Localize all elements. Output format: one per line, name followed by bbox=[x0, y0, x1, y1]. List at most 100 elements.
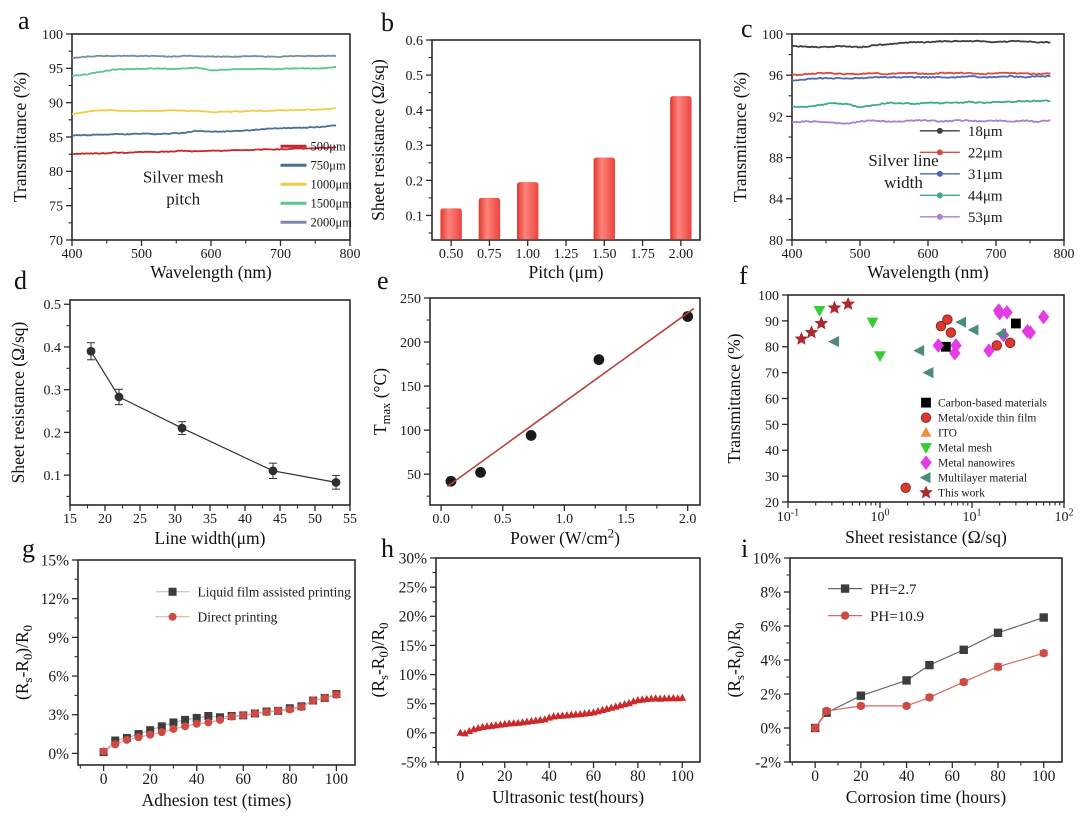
svg-text:0.1: 0.1 bbox=[406, 209, 424, 224]
panel-g-series bbox=[99, 690, 341, 757]
svg-text:80: 80 bbox=[630, 768, 646, 785]
panel-a-legend: 500μm 750μm 1000μm 1500μm 2000μm bbox=[280, 140, 353, 230]
panel-c-series bbox=[791, 39, 1051, 125]
svg-text:45: 45 bbox=[273, 512, 287, 527]
svg-text:0.5: 0.5 bbox=[406, 69, 424, 84]
svg-text:-5%: -5% bbox=[401, 754, 427, 771]
svg-text:ITO: ITO bbox=[938, 428, 957, 440]
svg-text:Ultrasonic test(hours): Ultrasonic test(hours) bbox=[492, 787, 644, 807]
svg-text:30: 30 bbox=[765, 470, 779, 485]
svg-text:25: 25 bbox=[133, 512, 147, 527]
svg-text:75: 75 bbox=[49, 200, 63, 215]
panel-letter-e: e bbox=[377, 266, 389, 295]
svg-text:width: width bbox=[884, 173, 923, 192]
svg-text:84: 84 bbox=[769, 193, 783, 208]
svg-text:88: 88 bbox=[769, 152, 783, 167]
svg-text:0.2: 0.2 bbox=[44, 426, 62, 441]
svg-text:0.2: 0.2 bbox=[406, 174, 424, 189]
svg-text:600: 600 bbox=[918, 247, 939, 262]
svg-text:70: 70 bbox=[765, 367, 779, 382]
svg-text:100: 100 bbox=[1032, 768, 1056, 785]
panel-e-axes: 0.0 0.5 1.0 1.5 2.0 50 100 150 200 250 Power (W/cm… bbox=[370, 292, 696, 548]
svg-text:15%: 15% bbox=[399, 638, 428, 655]
panel-c-legend: 18μm 22μm 31μm 44μm 53μm bbox=[919, 124, 1003, 226]
svg-text:700: 700 bbox=[270, 247, 291, 262]
svg-text:400: 400 bbox=[62, 247, 83, 262]
svg-text:500: 500 bbox=[131, 247, 152, 262]
svg-text:40: 40 bbox=[765, 444, 779, 459]
svg-text:80: 80 bbox=[282, 771, 298, 788]
svg-text:0: 0 bbox=[100, 771, 108, 788]
svg-text:44μm: 44μm bbox=[968, 189, 1003, 205]
panel-d-axes: 15 20 25 30 35 40 45 50 55 0.1 0.2 0.3 0.4 0.5 Line wi… bbox=[8, 298, 357, 548]
svg-text:Liquid film assisted printing: Liquid film assisted printing bbox=[198, 585, 352, 600]
panel-f-axes: 10-1 100 101 102 20 30 40 50 60 70 80 90 100 Sheet re… bbox=[724, 289, 1074, 547]
svg-text:Metal/oxide thin film: Metal/oxide thin film bbox=[938, 413, 1036, 425]
svg-text:31μm: 31μm bbox=[968, 167, 1003, 183]
svg-text:Silver line: Silver line bbox=[868, 151, 938, 170]
svg-text:2.0: 2.0 bbox=[679, 512, 697, 527]
svg-text:20: 20 bbox=[142, 771, 158, 788]
svg-text:0.6: 0.6 bbox=[406, 34, 424, 49]
svg-text:500: 500 bbox=[850, 247, 871, 262]
panel-c-chart: 400 500 600 700 800 80 84 88 92 96 100 Wavelength (… bbox=[730, 28, 1075, 282]
panel-letter-i: i bbox=[741, 534, 749, 563]
svg-text:1.5: 1.5 bbox=[617, 512, 635, 527]
panel-e-chart: 0.0 0.5 1.0 1.5 2.0 50 100 150 200 250 Power (W/cm… bbox=[370, 292, 701, 548]
svg-text:85: 85 bbox=[49, 131, 63, 146]
panel-letter-d: d bbox=[14, 266, 27, 295]
svg-text:100: 100 bbox=[400, 424, 421, 439]
svg-text:60: 60 bbox=[945, 768, 961, 785]
svg-text:35: 35 bbox=[203, 512, 217, 527]
panel-b-series bbox=[440, 96, 692, 240]
svg-text:0.1: 0.1 bbox=[44, 469, 62, 484]
svg-text:1.50: 1.50 bbox=[592, 247, 617, 262]
svg-text:80: 80 bbox=[49, 165, 63, 180]
svg-text:0.75: 0.75 bbox=[477, 247, 502, 262]
svg-text:30: 30 bbox=[168, 512, 182, 527]
svg-text:10%: 10% bbox=[753, 550, 782, 567]
svg-text:Pitch (μm): Pitch (μm) bbox=[529, 262, 604, 282]
svg-text:1.0: 1.0 bbox=[556, 512, 574, 527]
svg-text:95: 95 bbox=[49, 62, 63, 77]
svg-text:40: 40 bbox=[541, 768, 557, 785]
panel-d-series bbox=[86, 342, 341, 490]
svg-text:55: 55 bbox=[343, 512, 357, 527]
svg-text:60: 60 bbox=[236, 771, 252, 788]
svg-text:22μm: 22μm bbox=[968, 146, 1003, 162]
panel-letter-h: h bbox=[381, 534, 394, 563]
svg-text:0.5: 0.5 bbox=[44, 298, 62, 313]
svg-text:Direct printing: Direct printing bbox=[198, 610, 278, 625]
svg-text:0.3: 0.3 bbox=[406, 139, 424, 154]
svg-text:Transmittance (%): Transmittance (%) bbox=[730, 72, 750, 202]
svg-text:50: 50 bbox=[765, 418, 779, 433]
svg-text:1000μm: 1000μm bbox=[311, 178, 353, 192]
svg-text:9%: 9% bbox=[48, 630, 69, 647]
svg-text:15: 15 bbox=[63, 512, 77, 527]
svg-text:500μm: 500μm bbox=[311, 140, 346, 154]
svg-text:90: 90 bbox=[49, 97, 63, 112]
svg-text:60: 60 bbox=[586, 768, 602, 785]
panel-b-axes: 0.50 0.75 1.00 1.25 1.50 1.75 2.00 0.1 0.2 0.3 0.4… bbox=[368, 34, 693, 282]
svg-text:101: 101 bbox=[962, 508, 981, 525]
panel-f-chart: 10-1 100 101 102 20 30 40 50 60 70 80 90 100 Sheet re… bbox=[724, 289, 1074, 547]
panel-i-axes: 0 20 40 60 80 100 -2% 0% 2% 4% 6% 8% 10% Corrosion ti… bbox=[724, 550, 1056, 807]
panel-letter-f: f bbox=[739, 261, 748, 290]
svg-text:600: 600 bbox=[201, 247, 222, 262]
svg-text:800: 800 bbox=[340, 247, 361, 262]
svg-text:1.75: 1.75 bbox=[630, 247, 655, 262]
panel-h-axes: 0 20 40 60 80 100 -5% 0% 5% 10% 15% 20% 25% 30% Ultras… bbox=[368, 550, 694, 807]
svg-text:250: 250 bbox=[400, 292, 421, 307]
svg-text:0.50: 0.50 bbox=[439, 247, 464, 262]
panel-g-axes: 0 20 40 60 80 100 0% 3% 6% 9% 12% 15% Adhesion test … bbox=[12, 552, 348, 810]
svg-text:100: 100 bbox=[671, 768, 695, 785]
svg-text:800: 800 bbox=[1054, 247, 1075, 262]
svg-text:Carbon-based materials: Carbon-based materials bbox=[938, 398, 1047, 410]
svg-text:Transmittance (%): Transmittance (%) bbox=[724, 333, 744, 463]
svg-text:1.25: 1.25 bbox=[554, 247, 579, 262]
svg-text:0: 0 bbox=[811, 768, 819, 785]
svg-text:Silver mesh: Silver mesh bbox=[143, 167, 224, 186]
svg-text:PH=2.7: PH=2.7 bbox=[870, 582, 917, 598]
svg-text:15%: 15% bbox=[41, 552, 70, 569]
